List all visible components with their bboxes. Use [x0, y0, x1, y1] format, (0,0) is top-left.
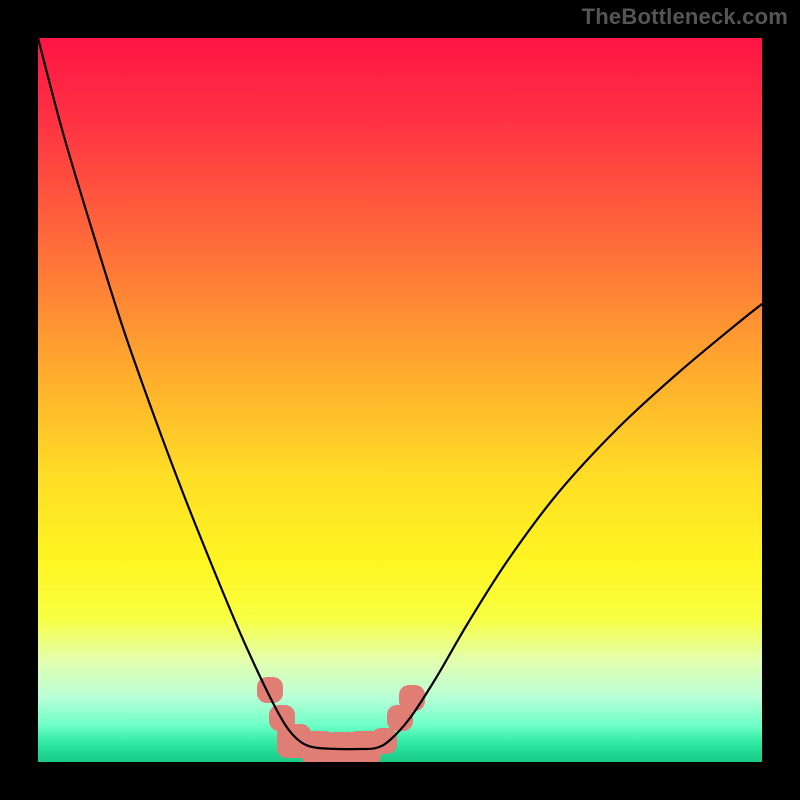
figure-canvas: TheBottleneck.com — [0, 0, 800, 800]
watermark-text: TheBottleneck.com — [582, 4, 788, 30]
plot-area — [38, 38, 762, 762]
data-marker — [399, 685, 425, 711]
bottleneck-curve — [38, 38, 762, 749]
data-marker — [371, 728, 397, 754]
plot-svg — [38, 38, 762, 762]
